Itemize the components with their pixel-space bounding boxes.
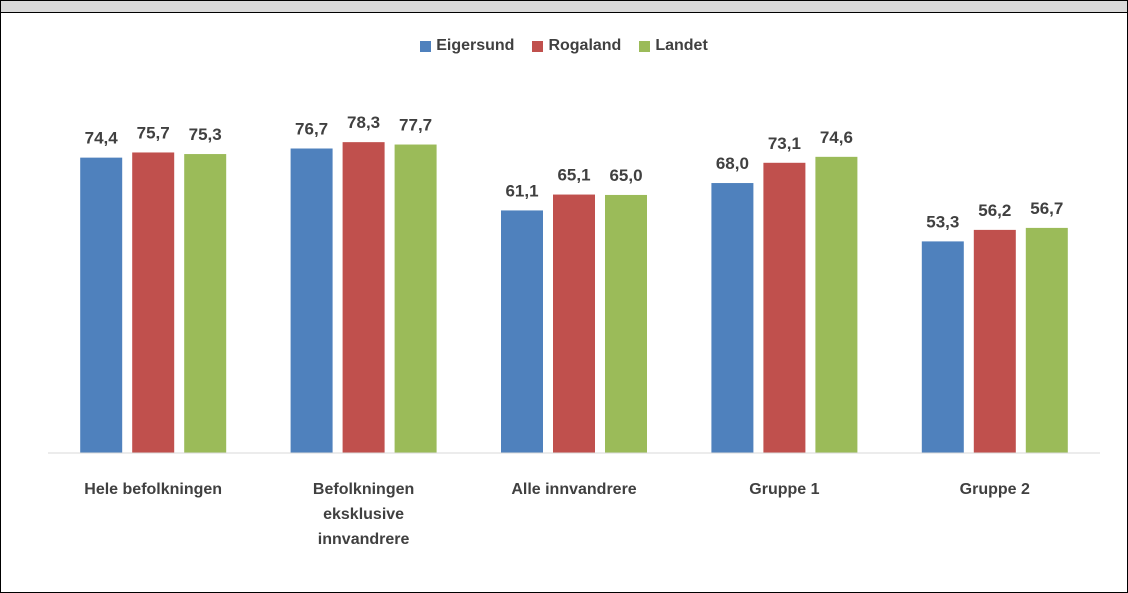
legend-item: Rogaland xyxy=(532,37,621,55)
data-label: 65,1 xyxy=(557,166,590,185)
data-label: 68,0 xyxy=(716,154,749,173)
data-label: 77,7 xyxy=(399,116,432,135)
bar xyxy=(973,229,1016,453)
bar xyxy=(553,194,595,454)
bar xyxy=(290,148,333,453)
x-tick-label: Gruppe 1 xyxy=(749,481,820,498)
bar xyxy=(711,183,754,454)
bar xyxy=(501,210,543,453)
bar xyxy=(394,144,437,453)
x-tick-label: Befolkningen eksklusive innvandrere xyxy=(312,481,415,548)
bar xyxy=(80,157,123,453)
bar xyxy=(763,162,806,453)
legend-swatch xyxy=(420,40,432,52)
data-label: 74,6 xyxy=(820,128,853,147)
legend: Eigersund Rogaland Landet xyxy=(1,37,1127,55)
data-label: 53,3 xyxy=(926,212,959,231)
x-tick-label: Alle innvandrere xyxy=(511,481,637,498)
bar xyxy=(1025,227,1068,453)
bar xyxy=(605,194,647,453)
data-label: 61,1 xyxy=(505,181,538,200)
bar xyxy=(132,152,175,453)
data-label: 73,1 xyxy=(768,134,801,153)
bar xyxy=(815,156,858,453)
legend-label: Rogaland xyxy=(548,37,622,54)
data-label: 56,2 xyxy=(978,201,1011,220)
data-label: 78,3 xyxy=(347,113,380,132)
legend-item: Eigersund xyxy=(420,37,514,55)
data-label: 65,0 xyxy=(609,166,642,185)
data-label: 75,3 xyxy=(189,125,222,144)
bar xyxy=(921,241,964,453)
legend-swatch xyxy=(639,40,651,52)
legend-swatch xyxy=(532,40,544,52)
x-tick-label: Gruppe 2 xyxy=(959,481,1030,498)
legend-label: Eigersund xyxy=(436,37,515,54)
bar xyxy=(342,142,385,454)
data-label: 75,7 xyxy=(137,123,170,142)
legend-label: Landet xyxy=(655,37,708,54)
x-tick-label: Hele befolkningen xyxy=(84,481,223,498)
data-label: 56,7 xyxy=(1030,199,1063,218)
legend-item: Landet xyxy=(639,37,708,55)
header-band xyxy=(1,1,1127,13)
data-label: 76,7 xyxy=(295,120,328,139)
bar xyxy=(184,154,227,453)
data-label: 74,4 xyxy=(85,129,119,148)
